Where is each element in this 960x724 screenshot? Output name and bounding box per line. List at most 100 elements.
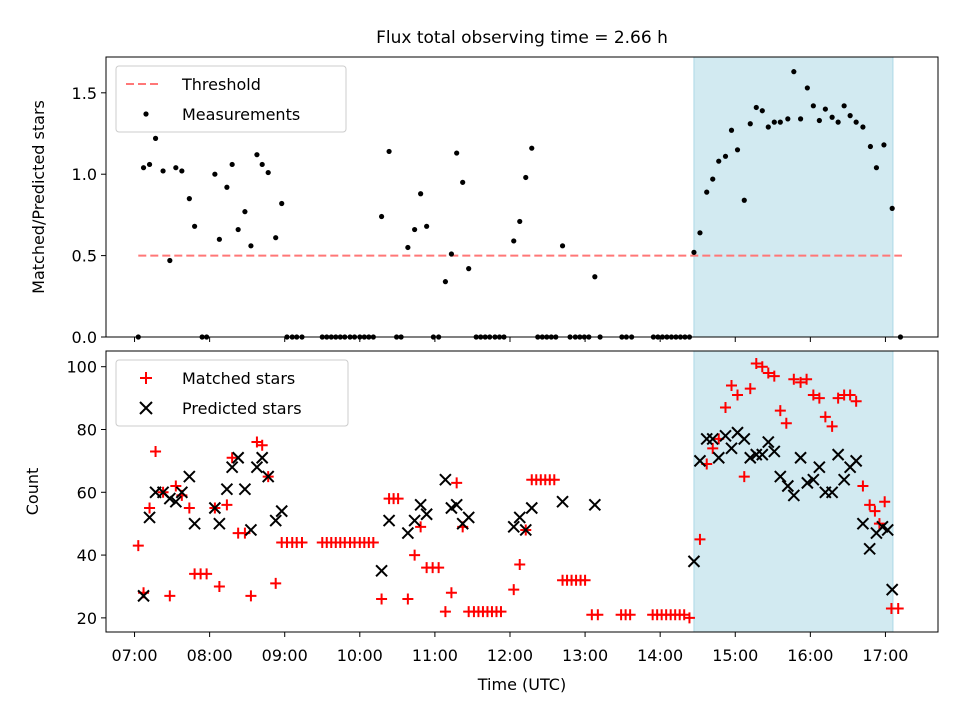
matched-star-point xyxy=(164,590,176,602)
legend-label: Predicted stars xyxy=(182,399,302,418)
matched-star-point xyxy=(768,370,780,382)
matched-star-point xyxy=(451,477,463,489)
measurement-point xyxy=(829,114,835,120)
x-tick-label: 11:00 xyxy=(412,646,458,665)
matched-star-point xyxy=(864,499,876,511)
bottom-panel: 20 40 60 80 100 07:00 08:00 09:00 10:00 11:00 12:0… xyxy=(23,350,939,694)
measurement-point xyxy=(192,223,198,229)
matched-star-point xyxy=(879,496,891,508)
predicted-star-point xyxy=(856,517,870,530)
measurement-point xyxy=(517,218,523,225)
matched-star-point xyxy=(795,376,807,388)
measurement-point xyxy=(873,165,880,171)
top-y-tick-label: 0.0 xyxy=(72,328,97,347)
x-axis-label: Time (UTC) xyxy=(477,675,566,694)
predicted-star-point xyxy=(143,511,156,524)
predicted-star-point xyxy=(213,517,226,530)
matched-star-point xyxy=(376,593,388,605)
matched-star-point xyxy=(726,380,738,392)
matched-star-point xyxy=(694,533,706,545)
matched-star-point xyxy=(226,452,238,464)
matched-star-point xyxy=(256,439,268,451)
matched-star-point xyxy=(221,499,233,511)
measurement-point xyxy=(860,124,866,130)
bottom-y-tick-label: 100 xyxy=(66,358,97,377)
measurement-point xyxy=(741,197,747,203)
measurement-point xyxy=(804,85,810,91)
matched-star-point xyxy=(780,417,792,429)
matched-star-point xyxy=(409,549,421,561)
measurement-point xyxy=(160,168,166,174)
legend-predicted-swatch xyxy=(139,401,153,415)
measurement-point xyxy=(418,191,424,197)
measurement-point xyxy=(511,238,517,244)
predicted-star-point xyxy=(556,495,569,508)
predicted-star-point xyxy=(725,442,738,455)
top-legend-box xyxy=(115,65,347,133)
predicted-star-point xyxy=(261,470,275,483)
measurement-point xyxy=(728,127,735,133)
measurement-point xyxy=(847,113,853,119)
matched-star-point xyxy=(832,392,844,404)
measurement-point xyxy=(559,243,566,249)
measurement-point xyxy=(747,121,753,127)
x-tick-label: 12:00 xyxy=(487,646,533,665)
measurement-point xyxy=(412,226,418,233)
predicted-star-point xyxy=(774,470,787,483)
predicted-star-point xyxy=(163,492,177,505)
matched-star-point xyxy=(579,574,591,586)
measurement-point xyxy=(523,174,529,181)
matched-star-point xyxy=(756,361,768,373)
matched-star-point xyxy=(732,389,744,401)
matched-star-point xyxy=(869,505,881,517)
measurement-point xyxy=(791,69,797,75)
measurement-point xyxy=(867,143,874,150)
x-tick-label: 10:00 xyxy=(337,646,383,665)
measurement-point xyxy=(212,171,218,177)
matched-star-point xyxy=(738,471,750,483)
measurement-point xyxy=(835,119,841,125)
measurement-point xyxy=(224,184,230,190)
measurement-point xyxy=(242,209,248,215)
predicted-star-point xyxy=(863,542,876,556)
measurement-point xyxy=(448,251,455,257)
matched-star-point xyxy=(433,562,445,574)
predicted-star-point xyxy=(420,508,433,521)
predicted-star-point xyxy=(831,448,845,461)
top-axes-frame xyxy=(105,56,939,338)
predicted-star-point xyxy=(275,504,288,518)
measurement-point xyxy=(152,135,159,141)
measurement-point xyxy=(259,161,265,168)
predicted-star-point xyxy=(414,498,427,512)
predicted-star-point xyxy=(738,432,751,446)
measurement-point xyxy=(235,226,241,233)
matched-star-point xyxy=(415,521,427,533)
predicted-star-point xyxy=(712,451,725,464)
measurement-point xyxy=(771,119,777,125)
predicted-star-point xyxy=(588,498,602,512)
predicted-star-point xyxy=(175,486,189,499)
predicted-star-point xyxy=(231,451,245,464)
measurement-point xyxy=(229,161,235,168)
matched-star-point xyxy=(744,383,756,395)
matched-star-point xyxy=(857,480,869,492)
top-y-tick-label: 0.5 xyxy=(72,247,97,266)
measurement-point xyxy=(186,196,192,202)
predicted-star-point xyxy=(813,460,826,474)
matched-star-point xyxy=(514,558,526,570)
matched-star-point xyxy=(826,420,838,432)
measurement-point xyxy=(442,279,449,285)
matched-star-point xyxy=(296,537,308,549)
measurement-point xyxy=(386,148,392,155)
top-y-axis-label: Matched/Predicted stars xyxy=(29,100,48,294)
x-tick-label: 09:00 xyxy=(262,646,308,665)
predicted-star-point xyxy=(794,451,807,464)
measurement-point xyxy=(797,116,804,122)
measurement-point xyxy=(216,236,222,242)
predicted-star-point xyxy=(762,435,775,449)
matched-star-point xyxy=(213,580,225,592)
measurement-point xyxy=(378,213,385,220)
measurement-point xyxy=(466,266,472,272)
predicted-star-point xyxy=(756,448,769,461)
